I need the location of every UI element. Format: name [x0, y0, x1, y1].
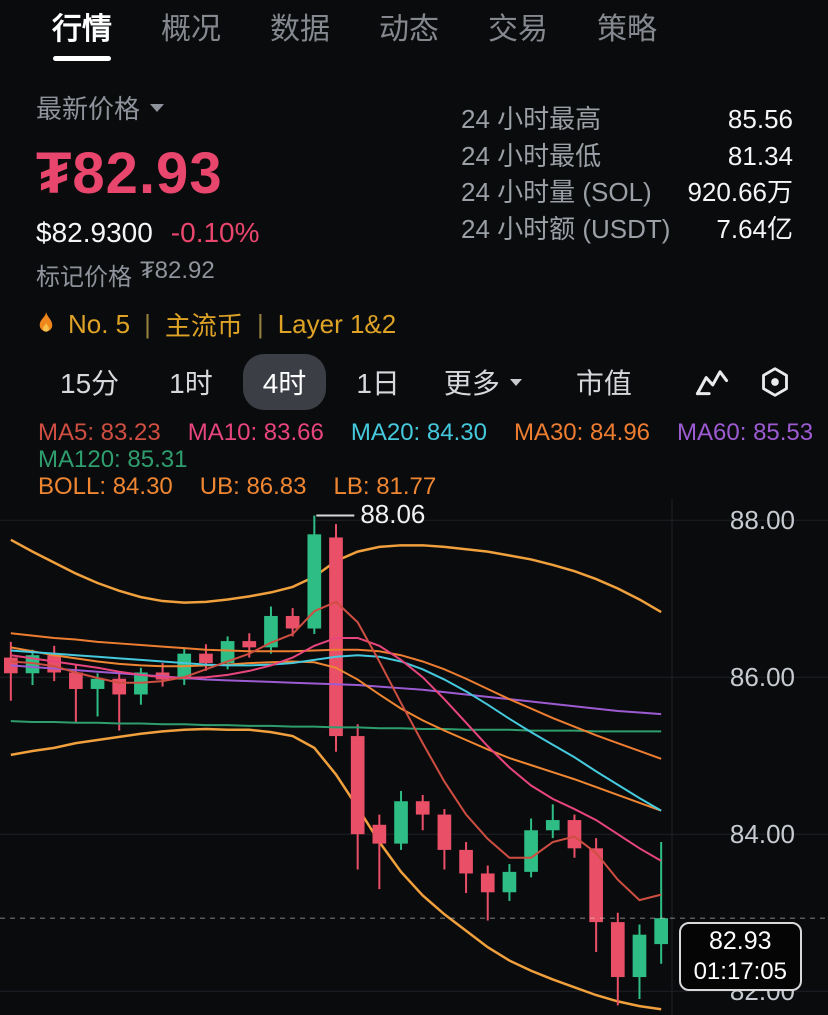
- token-tag[interactable]: 主流币: [164, 311, 243, 341]
- stat-label: 24 小时量 (SOL): [461, 177, 652, 207]
- indicator-chart-icon[interactable]: [694, 366, 730, 398]
- price-overview: 最新价格 ₮82.93 $82.9300 -0.10% 标记价格 ₮82.92 …: [0, 61, 828, 343]
- current-price-badge[interactable]: 82.93 01:17:05: [678, 922, 802, 992]
- stat-row: 24 小时额 (USDT) 7.64亿: [461, 211, 793, 248]
- token-tag[interactable]: Layer 1&2: [277, 309, 397, 339]
- more-timeframes-button[interactable]: 更多: [444, 362, 522, 402]
- y-axis-label: 88.00: [729, 505, 795, 536]
- indicator-row: BOLL: 84.30 UB: 86.83 LB: 81.77: [38, 473, 828, 500]
- stat-label: 24 小时额 (USDT): [461, 213, 671, 244]
- last-price: ₮82.93: [36, 141, 223, 206]
- indicator-value: MA60: 85.53: [677, 419, 814, 446]
- indicator-legend: MA5: 83.23 MA10: 83.66 MA20: 84.30 MA30: 84…: [0, 407, 828, 500]
- stat-row: 24 小时最高 85.56: [461, 101, 793, 138]
- toolbar-icons: [694, 365, 792, 399]
- market-cap-button[interactable]: 市值: [576, 362, 632, 402]
- nav-tab[interactable]: 数据: [270, 13, 330, 46]
- stats-24h: 24 小时最高 85.56 24 小时最低 81.34 24 小时量 (SOL) 920.…: [461, 89, 793, 343]
- latest-price-dropdown[interactable]: 最新价格: [36, 89, 396, 126]
- top-nav: 行情 概况 数据 动态 交易 策略: [0, 0, 828, 61]
- chevron-down-icon: [509, 378, 522, 386]
- high-annotation: 88.06: [360, 499, 426, 530]
- y-axis-label: 86.00: [729, 662, 795, 693]
- chevron-down-icon: [150, 103, 165, 112]
- token-tags-row[interactable]: No. 5 | 主流币 | Layer 1&2: [36, 306, 396, 343]
- timeframe-tabs: 15分 1时 4时 1日: [40, 354, 420, 410]
- chart-settings-icon[interactable]: [758, 365, 792, 399]
- indicator-value: BOLL: 84.30: [38, 473, 173, 500]
- stat-value: 7.64亿: [716, 213, 793, 244]
- mark-price-value: ₮82.92: [140, 257, 215, 284]
- price-block: 最新价格 ₮82.93 $82.9300 -0.10% 标记价格 ₮82.92 …: [36, 89, 396, 343]
- mark-price: 标记价格 ₮82.92: [36, 257, 396, 292]
- stat-value: 85.56: [727, 104, 793, 134]
- indicator-value: MA5: 83.23: [38, 419, 161, 446]
- stat-row: 24 小时最低 81.34: [461, 138, 793, 175]
- flame-icon: [39, 312, 53, 332]
- nav-tab[interactable]: 动态: [379, 13, 439, 46]
- tag-divider: |: [256, 309, 264, 339]
- nav-tab[interactable]: 交易: [488, 13, 548, 46]
- timeframe-button[interactable]: 1时: [149, 354, 233, 410]
- nav-tab[interactable]: 行情: [52, 4, 112, 61]
- indicator-value: MA120: 85.31: [38, 446, 188, 473]
- indicator-value: MA30: 84.96: [513, 419, 651, 446]
- latest-price-label: 最新价格: [36, 94, 141, 124]
- stat-value: 81.34: [727, 140, 793, 171]
- more-label: 更多: [443, 368, 500, 399]
- indicator-value: MA10: 83.66: [187, 419, 324, 446]
- usd-price: $82.9300: [36, 217, 153, 248]
- indicator-row: MA5: 83.23 MA10: 83.66 MA20: 84.30 MA30: 84…: [38, 419, 828, 446]
- token-tag[interactable]: No. 5: [68, 309, 131, 339]
- mark-price-label: 标记价格: [36, 264, 132, 291]
- usd-price-row: $82.9300 -0.10%: [36, 217, 396, 249]
- stat-label: 24 小时最低: [461, 140, 602, 171]
- stat-value: 920.66万: [687, 177, 793, 207]
- badge-price: 82.93: [709, 927, 772, 956]
- stat-row: 24 小时量 (SOL) 920.66万: [461, 174, 793, 211]
- indicator-value: UB: 86.83: [199, 473, 307, 500]
- nav-tab[interactable]: 策略: [597, 13, 657, 46]
- price-chart: 88.00 86.00 84.00 82.00 88.06 82.93 01:17:0…: [0, 499, 828, 1015]
- tag-divider: |: [144, 309, 151, 339]
- indicator-value: MA20: 84.30: [350, 419, 487, 446]
- timeframe-button[interactable]: 1日: [336, 354, 420, 410]
- indicator-value: LB: 81.77: [333, 473, 437, 500]
- chart-toolbar: 15分 1时 4时 1日 更多 市值: [0, 343, 828, 410]
- token-tag-list: No. 5 | 主流币 | Layer 1&2: [68, 306, 396, 343]
- indicator-row: MA120: 85.31: [38, 446, 828, 473]
- stat-label: 24 小时最高: [461, 104, 602, 134]
- timeframe-button[interactable]: 15分: [40, 354, 139, 410]
- nav-tab[interactable]: 概况: [161, 13, 221, 46]
- timeframe-button[interactable]: 4时: [242, 354, 327, 410]
- badge-countdown: 01:17:05: [693, 958, 787, 986]
- y-axis-label: 84.00: [729, 819, 795, 850]
- price-change-percent: -0.10%: [170, 217, 260, 248]
